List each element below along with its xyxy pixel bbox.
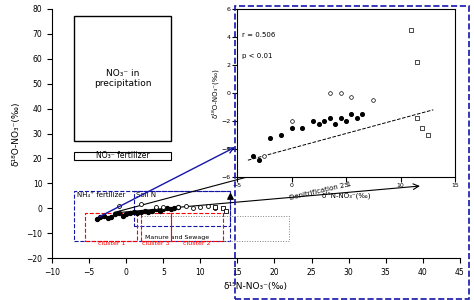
Point — [347, 112, 356, 116]
Bar — [171, 213, 223, 241]
Text: cluster 1: cluster 1 — [98, 241, 125, 246]
Point — [122, 212, 130, 217]
Text: Manure and Sewage: Manure and Sewage — [145, 235, 209, 240]
Y-axis label: δ¹⁸O-NO₃⁻(‰): δ¹⁸O-NO₃⁻(‰) — [211, 68, 219, 118]
Point — [137, 209, 145, 214]
Point — [189, 206, 197, 211]
Point — [419, 126, 426, 130]
Point — [413, 60, 420, 64]
Point — [347, 95, 356, 100]
Point — [145, 209, 152, 214]
Point — [119, 213, 127, 218]
Point — [266, 135, 273, 140]
Bar — [141, 216, 289, 241]
Point — [174, 205, 182, 209]
Point — [126, 211, 134, 216]
Text: Denitrification 2:1: Denitrification 2:1 — [289, 180, 352, 200]
Point — [342, 118, 350, 123]
Point — [152, 205, 160, 209]
Text: cluster 3: cluster 3 — [142, 241, 170, 246]
Point — [93, 217, 100, 222]
X-axis label: δ¹⁵N-NO₃⁻(‰): δ¹⁵N-NO₃⁻(‰) — [224, 282, 288, 291]
Bar — [141, 213, 171, 241]
Point — [182, 203, 189, 208]
Point — [299, 126, 306, 130]
Point — [369, 98, 377, 102]
Point — [156, 208, 164, 213]
Point — [261, 154, 268, 158]
Bar — [74, 16, 171, 141]
Point — [115, 203, 123, 208]
Point — [337, 91, 344, 95]
Point — [141, 208, 148, 213]
Point — [288, 126, 295, 130]
Bar — [85, 213, 137, 241]
Point — [358, 112, 366, 116]
Text: NH₄⁺ fertilizer: NH₄⁺ fertilizer — [77, 192, 125, 198]
Point — [320, 118, 328, 123]
X-axis label: δ¹⁵N-NO₃⁻(‰): δ¹⁵N-NO₃⁻(‰) — [321, 191, 371, 199]
Point — [104, 216, 111, 220]
Point — [424, 133, 431, 137]
Point — [249, 154, 257, 158]
Point — [100, 213, 108, 218]
Point — [331, 122, 339, 126]
Text: p < 0.01: p < 0.01 — [242, 53, 273, 59]
Point — [130, 209, 137, 214]
Y-axis label: δ¹⁸O-NO₃⁻(‰): δ¹⁸O-NO₃⁻(‰) — [12, 101, 21, 166]
Point — [148, 208, 156, 213]
Text: NO₃⁻ in
precipitation: NO₃⁻ in precipitation — [94, 69, 151, 88]
Point — [326, 116, 333, 121]
Point — [160, 207, 167, 212]
Point — [326, 91, 333, 95]
Point — [337, 116, 344, 121]
Text: cluster 2: cluster 2 — [183, 241, 210, 246]
Point — [160, 205, 167, 209]
Text: NO₃⁻ fertilizer: NO₃⁻ fertilizer — [96, 152, 149, 160]
Point — [211, 206, 219, 211]
Point — [115, 211, 123, 216]
Point — [204, 203, 211, 208]
Point — [137, 202, 145, 207]
Point — [171, 206, 178, 211]
Point — [97, 214, 104, 219]
Point — [288, 118, 295, 123]
Point — [219, 206, 227, 211]
Point — [222, 208, 230, 213]
Point — [167, 207, 174, 212]
Point — [408, 28, 415, 32]
Point — [353, 116, 361, 121]
Text: r = 0.506: r = 0.506 — [242, 32, 276, 38]
Point — [226, 193, 234, 198]
Point — [255, 158, 263, 163]
Bar — [74, 152, 171, 160]
Point — [315, 122, 322, 126]
Bar — [134, 191, 230, 226]
Point — [174, 205, 182, 209]
Point — [152, 207, 160, 212]
Point — [310, 118, 317, 123]
Point — [413, 116, 420, 121]
Text: Soil N: Soil N — [136, 192, 156, 198]
Point — [134, 211, 141, 216]
Bar — [74, 191, 230, 241]
Point — [211, 205, 219, 209]
Point — [108, 214, 115, 219]
Text: 1:1: 1:1 — [267, 160, 282, 174]
Point — [277, 133, 284, 137]
Point — [111, 212, 119, 217]
Point — [197, 205, 204, 209]
Point — [163, 206, 171, 211]
